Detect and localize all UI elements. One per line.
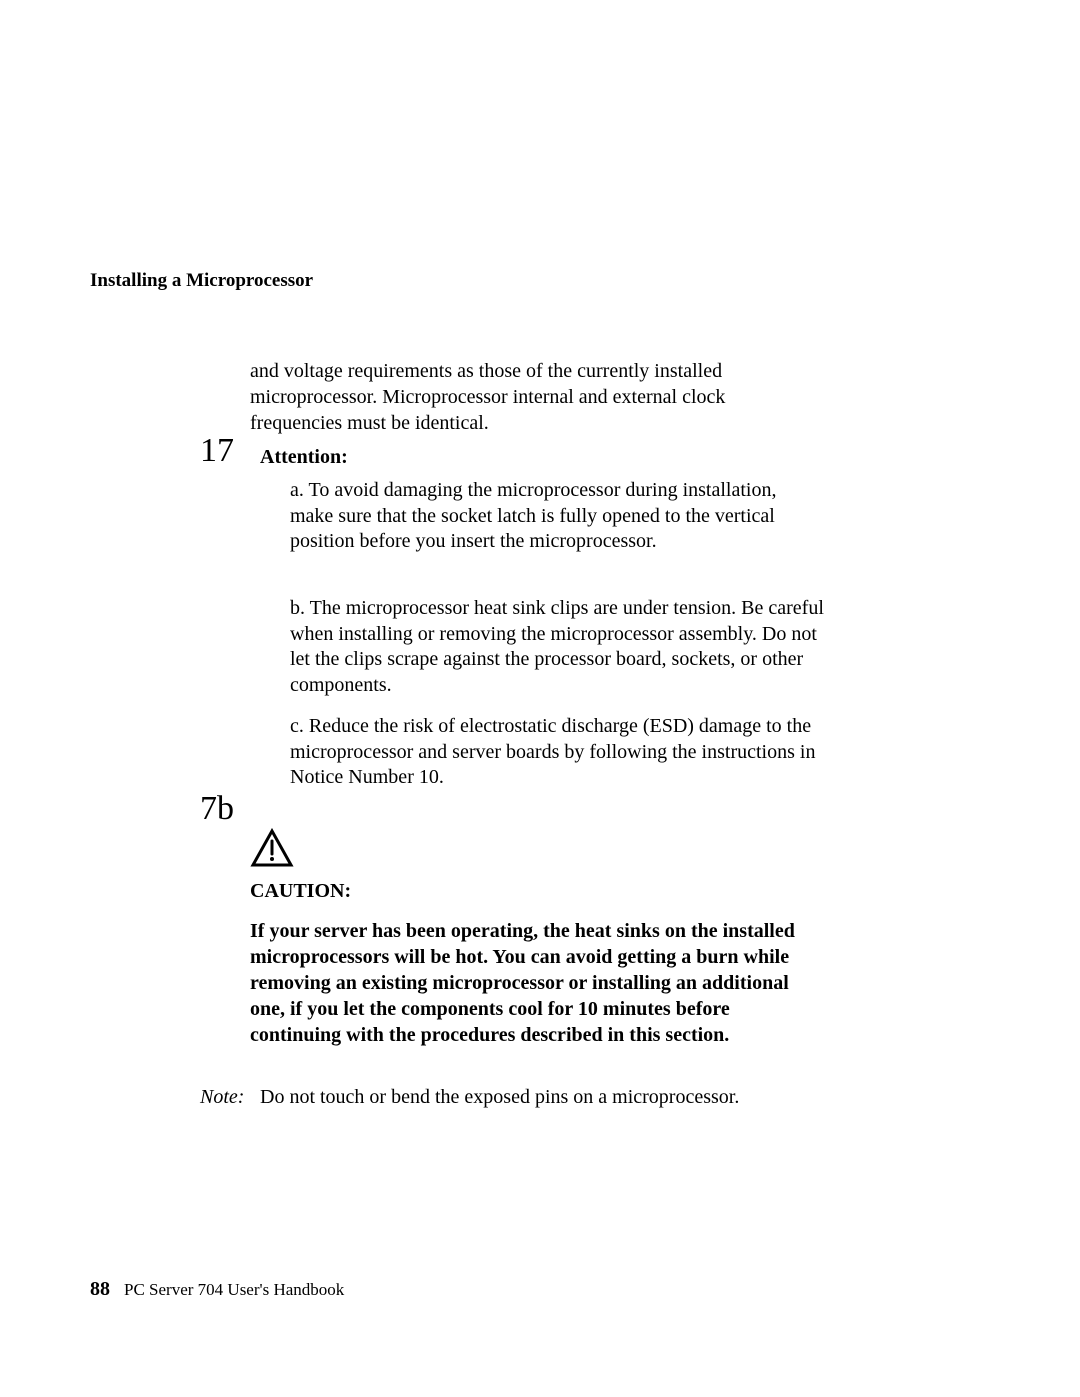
caution-body: If your server has been operating, the h… bbox=[250, 918, 810, 1048]
caution-triangle-icon bbox=[250, 828, 294, 873]
caution-label: CAUTION: bbox=[250, 880, 351, 903]
document-page: Installing a Microprocessor and voltage … bbox=[0, 0, 1080, 1397]
attention-item-a: a. To avoid damaging the microprocessor … bbox=[290, 478, 795, 555]
note-body: Do not touch or bend the exposed pins on… bbox=[260, 1086, 820, 1109]
step-17-number: 17 bbox=[200, 432, 234, 470]
note-label: Note: bbox=[200, 1086, 244, 1109]
page-footer: 88 PC Server 704 User's Handbook bbox=[90, 1278, 344, 1301]
attention-item-b: b. The microprocessor heat sink clips ar… bbox=[290, 596, 835, 698]
page-number: 88 bbox=[90, 1278, 110, 1300]
section-title: Installing a Microprocessor bbox=[90, 270, 313, 292]
attention-label: Attention: bbox=[260, 446, 348, 469]
step-7b-number: 7b bbox=[200, 790, 234, 828]
attention-item-c: c. Reduce the risk of electrostatic disc… bbox=[290, 714, 838, 791]
intro-paragraph: and voltage requirements as those of the… bbox=[250, 358, 810, 436]
book-title: PC Server 704 User's Handbook bbox=[124, 1280, 344, 1299]
warning-icon bbox=[250, 828, 294, 868]
